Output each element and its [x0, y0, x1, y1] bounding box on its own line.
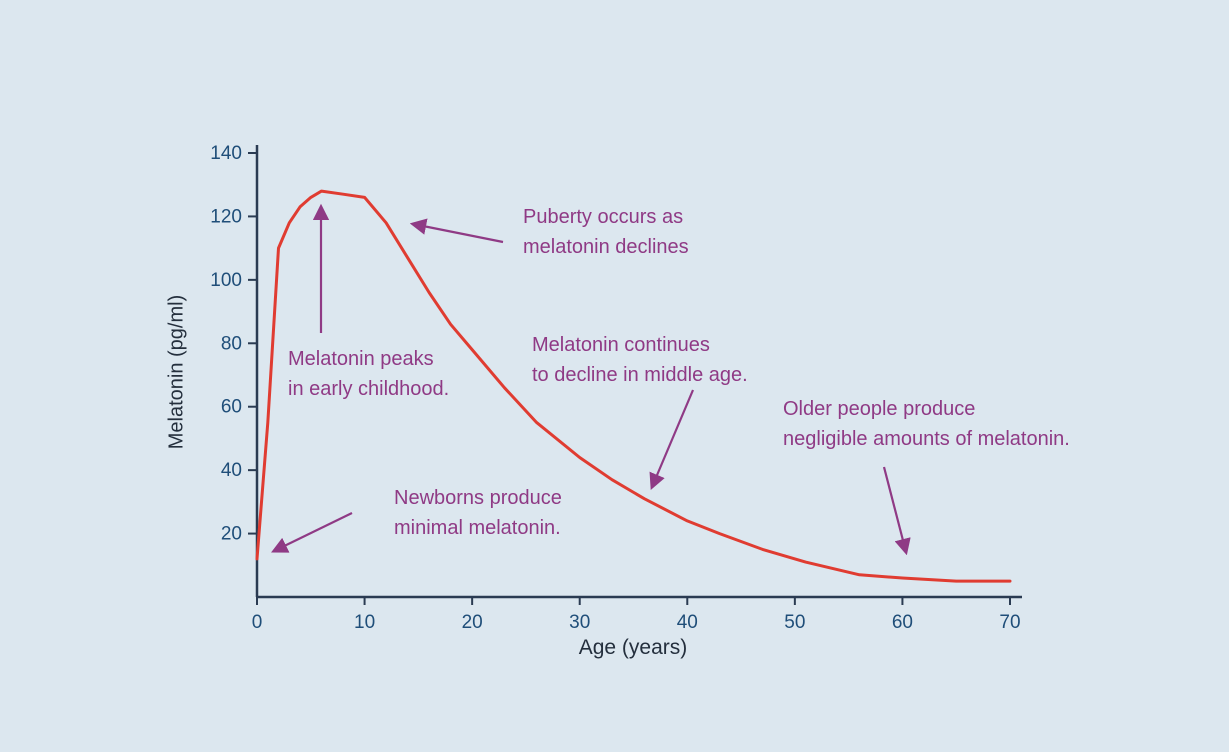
annotation-text: Melatonin peaks: [288, 348, 434, 370]
annotation-text: Puberty occurs as: [523, 206, 684, 228]
annotation-arrow-puberty: [409, 218, 504, 244]
y-tick-label: 100: [210, 270, 242, 291]
annotation-text: melatonin declines: [523, 236, 689, 258]
y-tick-label: 60: [221, 397, 242, 418]
y-tick-label: 120: [210, 206, 242, 227]
series-melatonin-level: [255, 189, 1012, 583]
y-tick-label: 140: [210, 143, 242, 164]
x-axis-title: Age (years): [578, 636, 688, 659]
annotation-arrow-newborns: [271, 512, 353, 553]
annotation-text: Older people produce: [783, 398, 976, 420]
x-tick-label: 60: [892, 612, 913, 633]
annotation-text: Melatonin continues: [532, 334, 710, 356]
annotation-text: minimal melatonin.: [394, 517, 561, 539]
annotation-text: in early childhood.: [288, 378, 450, 400]
annotation-puberty: Puberty occurs as melatonin declines: [523, 202, 689, 262]
x-tick-label: 30: [569, 612, 590, 633]
annotation-middle-age: Melatonin continues to decline in middle…: [532, 330, 748, 390]
annotation-arrow-older: [882, 466, 911, 556]
x-tick-label: 0: [252, 612, 263, 633]
x-tick-label: 40: [677, 612, 698, 633]
y-tick-label: 20: [221, 524, 242, 545]
x-tick-label: 50: [784, 612, 805, 633]
y-tick-label: 40: [221, 460, 242, 481]
annotation-text: negligible amounts of melatonin.: [783, 428, 1070, 450]
x-tick-label: 20: [462, 612, 483, 633]
y-axis-title: Melatonin (pg/ml): [165, 294, 188, 450]
annotation-text: to decline in middle age.: [532, 364, 748, 386]
annotation-newborns: Newborns produce minimal melatonin.: [394, 483, 562, 543]
y-tick-label: 80: [221, 333, 242, 354]
annotation-text: Newborns produce: [394, 487, 562, 509]
annotation-older: Older people produce negligible amounts …: [783, 394, 1070, 454]
annotation-arrow-middle-age: [649, 389, 695, 491]
annotation-peak: Melatonin peaks in early childhood.: [288, 344, 449, 404]
x-tick-label: 70: [999, 612, 1020, 633]
x-tick-label: 10: [354, 612, 375, 633]
